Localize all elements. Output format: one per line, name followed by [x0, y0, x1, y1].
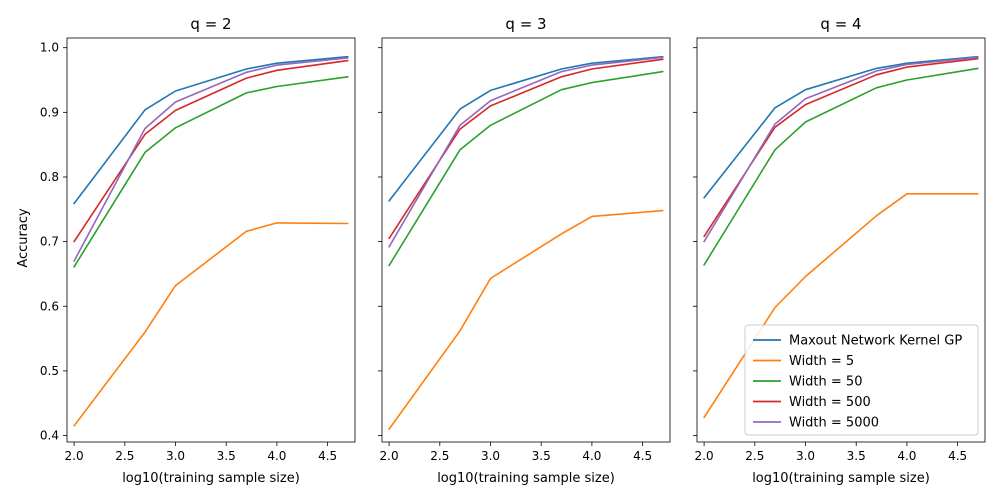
y-tick-label: 0.8: [40, 170, 59, 184]
series-line-width-500: [388, 58, 664, 240]
x-tick-label: 4.5: [948, 449, 967, 463]
x-tick-label: 4.5: [318, 449, 337, 463]
panel-2: q = 3 2.0 2.5 3.0 3.5 4.0 4.5 log10(training sa…: [378, 15, 671, 486]
series-line-width-5000: [703, 56, 979, 243]
x-tick-label: 2.5: [745, 449, 764, 463]
panel-frame: [381, 37, 671, 443]
x-tick-label: 2.0: [695, 449, 714, 463]
x-tick-label: 3.5: [532, 449, 551, 463]
legend-entry: Width = 50: [789, 375, 862, 390]
panel-3: q = 4 2.0 2.5 3.0 3.5 4.0 4.5 log10(training sa…: [693, 15, 986, 486]
legend-entry: Maxout Network Kernel GP: [789, 334, 962, 349]
x-tick-label: 2.0: [380, 449, 399, 463]
x-axis-label: log10(training sample size): [122, 471, 300, 486]
series-line-width-500: [703, 57, 979, 238]
x-tick-label: 2.0: [65, 449, 84, 463]
y-tick-label: 1.0: [40, 41, 59, 55]
legend-box: [744, 324, 979, 436]
x-tick-label: 4.0: [267, 449, 286, 463]
series-line-width-5: [73, 222, 349, 427]
legend-entry: Width = 5: [789, 354, 854, 369]
series-line-width-50: [703, 67, 979, 266]
series-line-maxout-network-kernel-gp: [388, 55, 664, 202]
series-line-width-5000: [73, 57, 349, 262]
panels-layer: q = 2 2.0 2.5 3.0 3.5 4.0 4.5 0.4 0.5 0.6 0.7 0.8 0.…: [40, 15, 986, 486]
x-tick-label: 4.5: [633, 449, 652, 463]
legend-entry: Width = 5000: [789, 416, 879, 431]
x-axis-label: log10(training sample size): [752, 471, 930, 486]
x-axis-label: log10(training sample size): [437, 471, 615, 486]
panel-title: q = 3: [505, 15, 546, 33]
y-tick-label: 0.7: [40, 235, 59, 249]
x-tick-label: 4.0: [897, 449, 916, 463]
series-line-width-5000: [388, 56, 664, 248]
y-tick-label: 0.5: [40, 364, 59, 378]
panel-frame: [66, 37, 356, 443]
series-line-width-50: [388, 70, 664, 267]
panel-frame: [696, 37, 986, 443]
series-line-width-50: [73, 76, 349, 268]
x-tick-label: 3.0: [796, 449, 815, 463]
x-tick-label: 3.5: [217, 449, 236, 463]
series-line-maxout-network-kernel-gp: [703, 55, 979, 199]
series-line-maxout-network-kernel-gp: [73, 55, 349, 205]
y-axis-label: Accuracy: [16, 208, 31, 268]
x-tick-label: 3.0: [166, 449, 185, 463]
panel-title: q = 2: [190, 15, 231, 33]
x-tick-label: 3.5: [847, 449, 866, 463]
y-tick-label: 0.9: [40, 105, 59, 119]
y-tick-label: 0.6: [40, 299, 59, 313]
panel-title: q = 4: [820, 15, 861, 33]
x-tick-label: 2.5: [430, 449, 449, 463]
panel-1: q = 2 2.0 2.5 3.0 3.5 4.0 4.5 0.4 0.5 0.6 0.7 0.8 0.…: [40, 15, 356, 486]
legend: Maxout Network Kernel GP Width = 5 Width =…: [744, 324, 979, 436]
legend-entry: Width = 500: [789, 395, 871, 410]
series-line-width-5: [388, 209, 664, 430]
x-tick-label: 2.5: [115, 449, 134, 463]
y-tick-label: 0.4: [40, 429, 59, 443]
x-tick-label: 3.0: [481, 449, 500, 463]
x-tick-label: 4.0: [582, 449, 601, 463]
